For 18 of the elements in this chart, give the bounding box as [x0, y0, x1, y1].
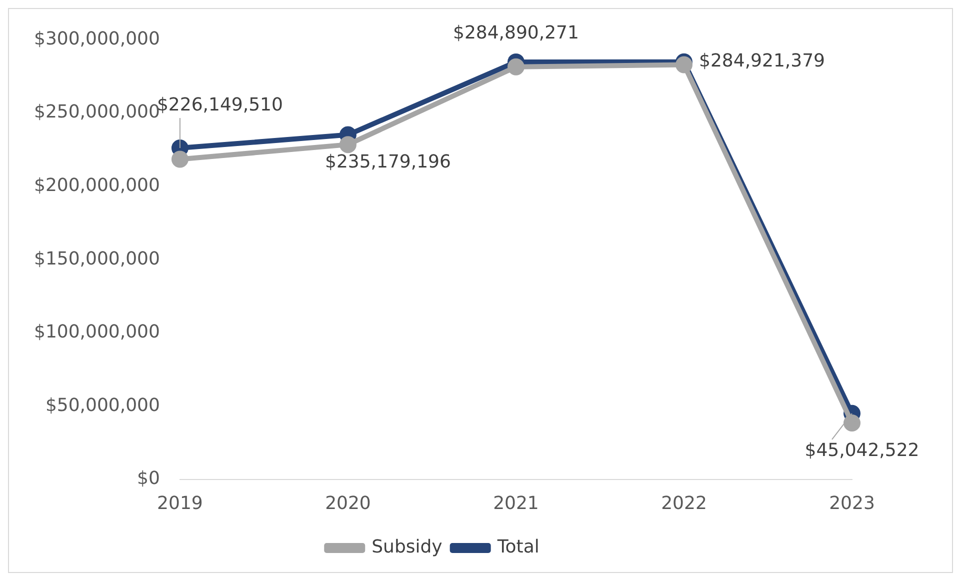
x-tick-label: 2023: [829, 492, 875, 514]
y-tick-label: $50,000,000: [45, 394, 160, 416]
y-tick-label: $200,000,000: [34, 175, 160, 196]
y-tick-label: $0: [137, 468, 160, 490]
data-label: $235,179,196: [324, 151, 451, 172]
y-tick-label: $150,000,000: [34, 248, 160, 270]
data-label: $45,042,522: [804, 440, 920, 462]
legend-label: Total: [496, 536, 540, 558]
x-tick-label: 2020: [325, 492, 371, 514]
x-tick-label: 2019: [157, 492, 203, 514]
y-tick-label: $250,000,000: [34, 102, 160, 123]
y-tick-label: $100,000,000: [34, 322, 160, 343]
data-label: $284,921,379: [699, 50, 825, 72]
data-label: $284,890,271: [453, 22, 579, 44]
x-tick-label: 2022: [661, 492, 707, 514]
y-tick-label: $300,000,000: [34, 28, 160, 50]
x-tick-label: 2021: [493, 492, 539, 514]
legend-label: Subsidy: [372, 536, 443, 558]
